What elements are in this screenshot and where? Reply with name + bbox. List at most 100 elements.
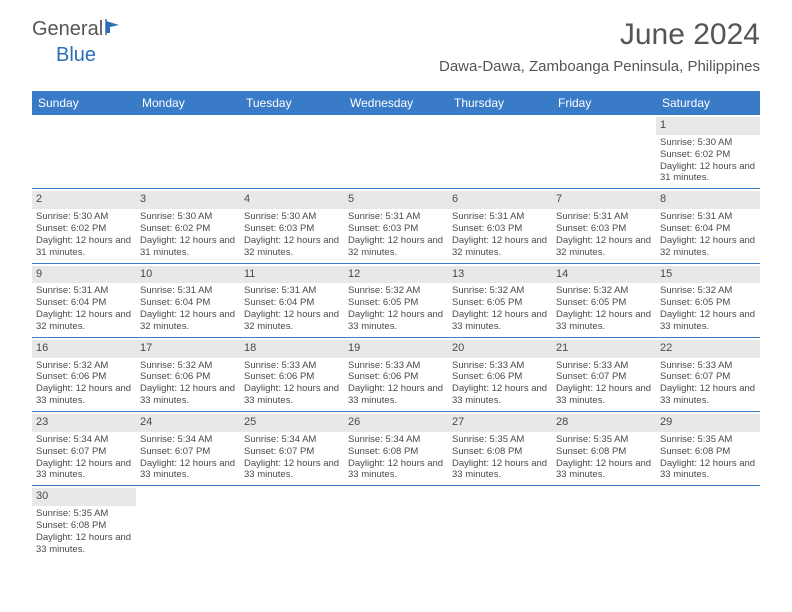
daylight-text: Daylight: 12 hours and 32 minutes. <box>36 309 132 333</box>
sunrise-text: Sunrise: 5:35 AM <box>452 434 548 446</box>
sunset-text: Sunset: 6:03 PM <box>452 223 548 235</box>
daylight-text: Daylight: 12 hours and 33 minutes. <box>36 532 132 556</box>
sunset-text: Sunset: 6:04 PM <box>36 297 132 309</box>
sunset-text: Sunset: 6:08 PM <box>556 446 652 458</box>
sunset-text: Sunset: 6:05 PM <box>556 297 652 309</box>
sunset-text: Sunset: 6:06 PM <box>452 371 548 383</box>
sunrise-text: Sunrise: 5:33 AM <box>244 360 340 372</box>
daylight-text: Daylight: 12 hours and 31 minutes. <box>36 235 132 259</box>
day-number: 24 <box>136 414 240 432</box>
sunset-text: Sunset: 6:07 PM <box>660 371 756 383</box>
sunrise-text: Sunrise: 5:35 AM <box>660 434 756 446</box>
logo-text-blue: Blue <box>56 44 96 67</box>
sunrise-text: Sunrise: 5:33 AM <box>556 360 652 372</box>
day-number: 9 <box>32 266 136 284</box>
day-number: 7 <box>552 191 656 209</box>
day-cell <box>136 486 240 559</box>
week-row: 9Sunrise: 5:31 AMSunset: 6:04 PMDaylight… <box>32 264 760 338</box>
day-cell: 4Sunrise: 5:30 AMSunset: 6:03 PMDaylight… <box>240 189 344 262</box>
day-cell <box>552 115 656 188</box>
sunset-text: Sunset: 6:07 PM <box>36 446 132 458</box>
sunrise-text: Sunrise: 5:32 AM <box>348 285 444 297</box>
sunrise-text: Sunrise: 5:32 AM <box>556 285 652 297</box>
daylight-text: Daylight: 12 hours and 33 minutes. <box>660 383 756 407</box>
day-number: 26 <box>344 414 448 432</box>
day-number: 20 <box>448 340 552 358</box>
day-cell <box>32 115 136 188</box>
day-cell: 15Sunrise: 5:32 AMSunset: 6:05 PMDayligh… <box>656 264 760 337</box>
daylight-text: Daylight: 12 hours and 32 minutes. <box>348 235 444 259</box>
sunset-text: Sunset: 6:06 PM <box>36 371 132 383</box>
sunset-text: Sunset: 6:03 PM <box>244 223 340 235</box>
daylight-text: Daylight: 12 hours and 33 minutes. <box>348 309 444 333</box>
daylight-text: Daylight: 12 hours and 33 minutes. <box>348 383 444 407</box>
daylight-text: Daylight: 12 hours and 33 minutes. <box>140 458 236 482</box>
day-cell: 17Sunrise: 5:32 AMSunset: 6:06 PMDayligh… <box>136 338 240 411</box>
sunset-text: Sunset: 6:04 PM <box>244 297 340 309</box>
day-header-cell: Monday <box>136 91 240 115</box>
logo: General <box>32 18 129 41</box>
day-cell: 9Sunrise: 5:31 AMSunset: 6:04 PMDaylight… <box>32 264 136 337</box>
day-number: 1 <box>656 117 760 135</box>
daylight-text: Daylight: 12 hours and 32 minutes. <box>452 235 548 259</box>
day-cell: 28Sunrise: 5:35 AMSunset: 6:08 PMDayligh… <box>552 412 656 485</box>
daylight-text: Daylight: 12 hours and 32 minutes. <box>244 309 340 333</box>
sunrise-text: Sunrise: 5:33 AM <box>660 360 756 372</box>
daylight-text: Daylight: 12 hours and 33 minutes. <box>348 458 444 482</box>
sunrise-text: Sunrise: 5:31 AM <box>36 285 132 297</box>
sunset-text: Sunset: 6:05 PM <box>348 297 444 309</box>
week-row: 2Sunrise: 5:30 AMSunset: 6:02 PMDaylight… <box>32 189 760 263</box>
day-number: 22 <box>656 340 760 358</box>
sunrise-text: Sunrise: 5:31 AM <box>452 211 548 223</box>
daylight-text: Daylight: 12 hours and 33 minutes. <box>556 458 652 482</box>
day-cell: 18Sunrise: 5:33 AMSunset: 6:06 PMDayligh… <box>240 338 344 411</box>
sunrise-text: Sunrise: 5:34 AM <box>348 434 444 446</box>
day-header-cell: Tuesday <box>240 91 344 115</box>
daylight-text: Daylight: 12 hours and 31 minutes. <box>140 235 236 259</box>
calendar: SundayMondayTuesdayWednesdayThursdayFrid… <box>32 91 760 560</box>
sunset-text: Sunset: 6:08 PM <box>660 446 756 458</box>
day-number: 8 <box>656 191 760 209</box>
day-cell: 29Sunrise: 5:35 AMSunset: 6:08 PMDayligh… <box>656 412 760 485</box>
sunset-text: Sunset: 6:04 PM <box>140 297 236 309</box>
day-number: 28 <box>552 414 656 432</box>
day-number: 17 <box>136 340 240 358</box>
location-text: Dawa-Dawa, Zamboanga Peninsula, Philippi… <box>439 58 760 75</box>
day-cell: 7Sunrise: 5:31 AMSunset: 6:03 PMDaylight… <box>552 189 656 262</box>
day-cell: 2Sunrise: 5:30 AMSunset: 6:02 PMDaylight… <box>32 189 136 262</box>
daylight-text: Daylight: 12 hours and 32 minutes. <box>140 309 236 333</box>
day-header-cell: Thursday <box>448 91 552 115</box>
title-block: June 2024 Dawa-Dawa, Zamboanga Peninsula… <box>439 18 760 75</box>
day-number: 21 <box>552 340 656 358</box>
day-cell: 12Sunrise: 5:32 AMSunset: 6:05 PMDayligh… <box>344 264 448 337</box>
day-cell: 19Sunrise: 5:33 AMSunset: 6:06 PMDayligh… <box>344 338 448 411</box>
sunrise-text: Sunrise: 5:33 AM <box>452 360 548 372</box>
sunrise-text: Sunrise: 5:34 AM <box>140 434 236 446</box>
sunset-text: Sunset: 6:06 PM <box>348 371 444 383</box>
day-cell: 25Sunrise: 5:34 AMSunset: 6:07 PMDayligh… <box>240 412 344 485</box>
sunrise-text: Sunrise: 5:31 AM <box>140 285 236 297</box>
day-cell <box>656 486 760 559</box>
sunrise-text: Sunrise: 5:32 AM <box>660 285 756 297</box>
daylight-text: Daylight: 12 hours and 33 minutes. <box>660 309 756 333</box>
day-cell: 6Sunrise: 5:31 AMSunset: 6:03 PMDaylight… <box>448 189 552 262</box>
day-cell <box>448 115 552 188</box>
daylight-text: Daylight: 12 hours and 33 minutes. <box>244 458 340 482</box>
logo-text-general: General <box>32 18 103 41</box>
day-number: 23 <box>32 414 136 432</box>
day-cell: 16Sunrise: 5:32 AMSunset: 6:06 PMDayligh… <box>32 338 136 411</box>
day-header-cell: Wednesday <box>344 91 448 115</box>
daylight-text: Daylight: 12 hours and 33 minutes. <box>452 383 548 407</box>
day-number: 15 <box>656 266 760 284</box>
day-number: 25 <box>240 414 344 432</box>
header: General June 2024 Dawa-Dawa, Zamboanga P… <box>0 0 792 83</box>
daylight-text: Daylight: 12 hours and 33 minutes. <box>556 383 652 407</box>
day-header-row: SundayMondayTuesdayWednesdayThursdayFrid… <box>32 91 760 115</box>
day-cell: 27Sunrise: 5:35 AMSunset: 6:08 PMDayligh… <box>448 412 552 485</box>
sunrise-text: Sunrise: 5:30 AM <box>244 211 340 223</box>
daylight-text: Daylight: 12 hours and 33 minutes. <box>452 309 548 333</box>
day-cell <box>344 115 448 188</box>
daylight-text: Daylight: 12 hours and 32 minutes. <box>660 235 756 259</box>
daylight-text: Daylight: 12 hours and 33 minutes. <box>36 458 132 482</box>
sunrise-text: Sunrise: 5:34 AM <box>36 434 132 446</box>
